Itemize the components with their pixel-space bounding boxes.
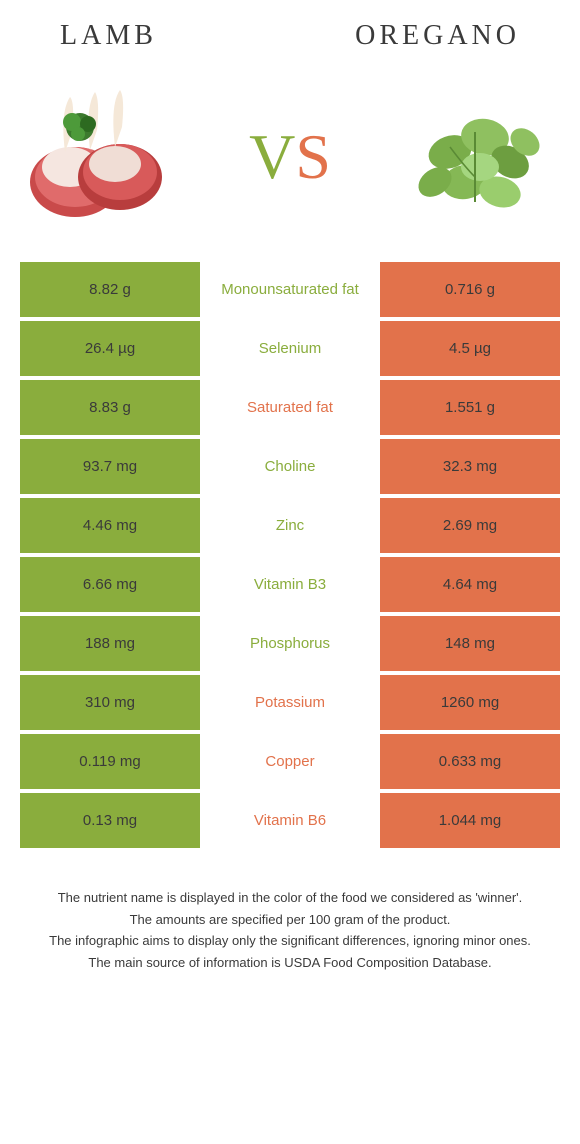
table-row: 26.4 µgSelenium4.5 µg: [20, 321, 560, 376]
nutrient-right-value: 1.044 mg: [380, 793, 560, 848]
food-right-title: OREGANO: [355, 20, 520, 52]
nutrient-name: Phosphorus: [200, 616, 380, 671]
nutrient-right-value: 4.5 µg: [380, 321, 560, 376]
nutrient-table: 8.82 gMonounsaturated fat0.716 g26.4 µgS…: [20, 262, 560, 848]
table-row: 4.46 mgZinc2.69 mg: [20, 498, 560, 553]
vs-v-letter: V: [249, 120, 295, 194]
header: LAMB OREGANO: [20, 20, 560, 72]
nutrient-left-value: 93.7 mg: [20, 439, 200, 494]
nutrient-name: Monounsaturated fat: [200, 262, 380, 317]
table-row: 8.82 gMonounsaturated fat0.716 g: [20, 262, 560, 317]
nutrient-name: Choline: [200, 439, 380, 494]
nutrient-left-value: 0.13 mg: [20, 793, 200, 848]
food-left-title: LAMB: [60, 20, 157, 52]
nutrient-name: Saturated fat: [200, 380, 380, 435]
vs-row: VS: [20, 82, 560, 232]
nutrient-left-value: 8.82 g: [20, 262, 200, 317]
nutrient-right-value: 32.3 mg: [380, 439, 560, 494]
nutrient-right-value: 1.551 g: [380, 380, 560, 435]
nutrient-right-value: 148 mg: [380, 616, 560, 671]
footer-line-4: The main source of information is USDA F…: [40, 953, 540, 973]
nutrient-right-value: 0.633 mg: [380, 734, 560, 789]
nutrient-name: Potassium: [200, 675, 380, 730]
nutrient-name: Vitamin B6: [200, 793, 380, 848]
footer-notes: The nutrient name is displayed in the co…: [20, 888, 560, 972]
table-row: 93.7 mgCholine32.3 mg: [20, 439, 560, 494]
oregano-image: [390, 82, 560, 232]
nutrient-right-value: 0.716 g: [380, 262, 560, 317]
nutrient-left-value: 4.46 mg: [20, 498, 200, 553]
lamb-image: [20, 82, 190, 232]
table-row: 310 mgPotassium1260 mg: [20, 675, 560, 730]
nutrient-left-value: 26.4 µg: [20, 321, 200, 376]
nutrient-name: Vitamin B3: [200, 557, 380, 612]
nutrient-name: Zinc: [200, 498, 380, 553]
footer-line-3: The infographic aims to display only the…: [40, 931, 540, 951]
nutrient-right-value: 2.69 mg: [380, 498, 560, 553]
footer-line-2: The amounts are specified per 100 gram o…: [40, 910, 540, 930]
nutrient-right-value: 4.64 mg: [380, 557, 560, 612]
table-row: 6.66 mgVitamin B34.64 mg: [20, 557, 560, 612]
nutrient-name: Copper: [200, 734, 380, 789]
table-row: 0.13 mgVitamin B61.044 mg: [20, 793, 560, 848]
nutrient-name: Selenium: [200, 321, 380, 376]
nutrient-left-value: 310 mg: [20, 675, 200, 730]
table-row: 8.83 gSaturated fat1.551 g: [20, 380, 560, 435]
nutrient-right-value: 1260 mg: [380, 675, 560, 730]
vs-s-letter: S: [295, 120, 331, 194]
table-row: 188 mgPhosphorus148 mg: [20, 616, 560, 671]
nutrient-left-value: 0.119 mg: [20, 734, 200, 789]
vs-label: VS: [249, 120, 331, 194]
nutrient-left-value: 8.83 g: [20, 380, 200, 435]
nutrient-left-value: 188 mg: [20, 616, 200, 671]
nutrient-left-value: 6.66 mg: [20, 557, 200, 612]
footer-line-1: The nutrient name is displayed in the co…: [40, 888, 540, 908]
table-row: 0.119 mgCopper0.633 mg: [20, 734, 560, 789]
